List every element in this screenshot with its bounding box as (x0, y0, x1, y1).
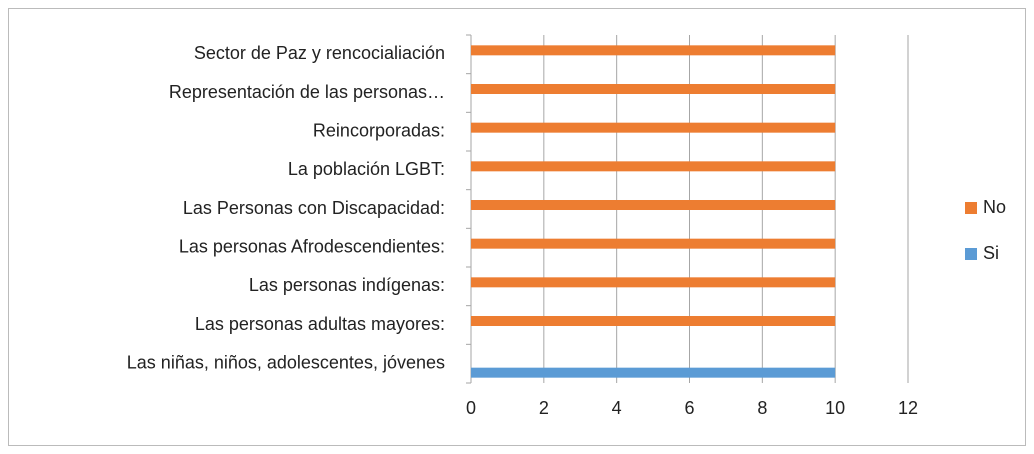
y-tick-label: La población LGBT: (288, 159, 445, 179)
y-tick-label: Representación de las personas… (169, 82, 445, 102)
y-tick-label: Las Personas con Discapacidad: (183, 198, 445, 218)
legend-swatch (965, 202, 977, 214)
y-tick-label: Las personas indígenas: (249, 275, 445, 295)
x-tick-label: 0 (466, 398, 476, 418)
legend-label: No (983, 197, 1006, 217)
y-tick-label: Las personas adultas mayores: (195, 314, 445, 334)
x-tick-label: 2 (539, 398, 549, 418)
bar (471, 84, 836, 94)
bar (471, 367, 836, 378)
bar (471, 200, 836, 210)
x-tick-label: 8 (757, 398, 767, 418)
y-tick-label: Reincorporadas: (313, 120, 445, 140)
x-tick-label: 4 (612, 398, 622, 418)
bar (471, 277, 836, 288)
legend-label: Si (983, 243, 999, 263)
x-tick-label: 10 (825, 398, 845, 418)
bar (471, 316, 836, 326)
y-tick-label: Las niñas, niños, adolescentes, jóvenes (127, 352, 445, 372)
bar (471, 122, 836, 133)
legend-swatch (965, 248, 977, 260)
x-tick-label: 6 (684, 398, 694, 418)
bar (471, 238, 836, 249)
bar (471, 161, 836, 172)
chart-border (8, 8, 1026, 446)
y-tick-label: Las personas Afrodescendientes: (179, 236, 445, 256)
y-tick-label: Sector de Paz y rencocialiación (194, 43, 445, 63)
x-tick-label: 12 (898, 398, 918, 418)
bar (471, 45, 836, 56)
